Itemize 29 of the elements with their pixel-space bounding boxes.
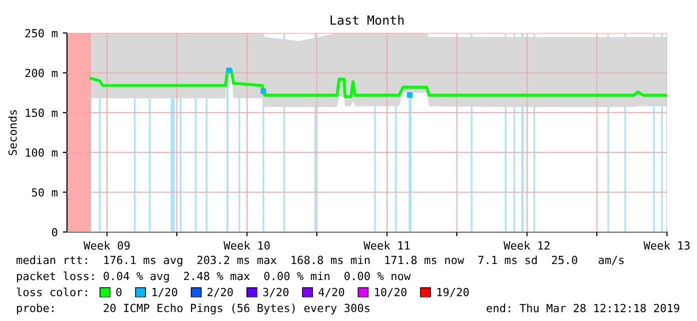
y-tick-label: 150 m	[26, 108, 58, 118]
x-tick-label: Week 10	[224, 241, 270, 250]
chart-title: Last Month	[330, 15, 404, 25]
legend-label: 1/20	[152, 288, 178, 298]
point	[260, 88, 266, 94]
text: median rtt: 176.1 ms avg 203.2 ms max 168.8 ms min 171.8 ms now 7.1 ms sd 25.0 am/s	[16, 256, 624, 266]
text: probe: 20 ICMP Echo Pings (56 Bytes) every 300s	[17, 304, 370, 314]
y-tick-label: 250 m	[25, 29, 58, 38]
legend-label: 10/20	[375, 288, 406, 298]
text: loss color:	[16, 288, 87, 296]
point	[406, 92, 413, 98]
y-axis-title: Seconds	[8, 110, 17, 156]
point	[226, 68, 232, 74]
text: packet loss: 0.04 % avg 2.48 % max 0.00 % min 0.00 % now	[17, 272, 411, 282]
line-series	[90, 69, 667, 98]
legend-label: 4/20	[318, 288, 344, 298]
legend-label: 2/20	[208, 288, 233, 298]
x-tick-label: Week 13	[644, 241, 690, 250]
text: end: Thu Mar 28 12:12:18 2019	[486, 304, 680, 312]
y-tick-label: 100 m	[26, 148, 58, 157]
y-tick-label: 200 m	[25, 68, 58, 78]
x-tick-label: Week 12	[504, 241, 550, 250]
y-tick-label: 50 m	[32, 188, 58, 197]
x-tick-label: Week 11	[364, 241, 410, 250]
x-tick-label: Week 09	[84, 241, 130, 250]
legend-label: 0	[116, 288, 122, 296]
legend-label: 3/20	[263, 288, 288, 298]
y-tick-label: 0	[52, 228, 58, 236]
legend-label: 19/20	[437, 288, 469, 298]
